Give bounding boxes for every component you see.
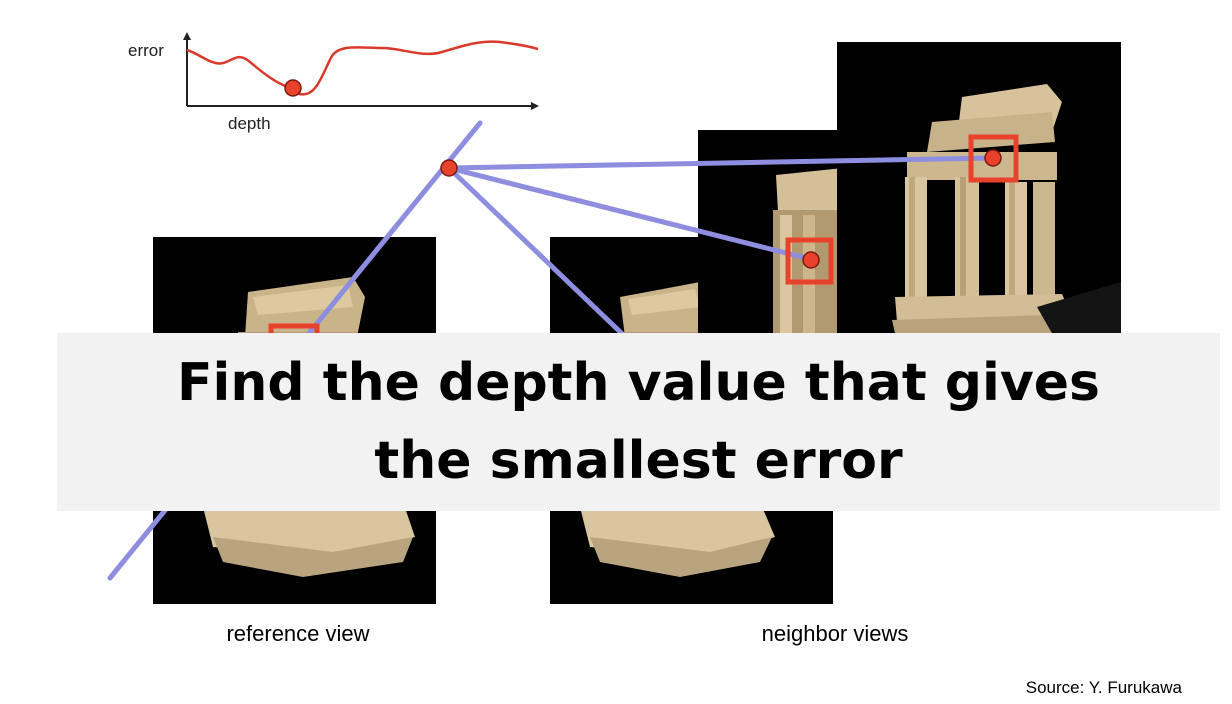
depth-point-marker <box>440 159 458 177</box>
neighbor-ray-2 <box>446 165 813 262</box>
neighbor-views-caption: neighbor views <box>761 621 909 646</box>
banner-text: Find the depth value that gives the smal… <box>177 353 1100 491</box>
neighbor-view-image-3 <box>837 42 1121 342</box>
x-axis-arrow <box>531 102 539 110</box>
patch-point-neighbor-3 <box>984 149 1002 167</box>
patch-box-neighbor-2 <box>785 237 834 285</box>
highlight-banner: Find the depth value that gives the smal… <box>57 333 1220 511</box>
x-axis-label: depth <box>228 114 271 133</box>
patch-point-neighbor-2 <box>802 251 820 269</box>
minimum-error-marker <box>284 79 302 97</box>
neighbor-ray-3 <box>446 155 996 171</box>
y-axis-label: error <box>128 41 164 60</box>
error-curve <box>186 40 539 96</box>
error-depth-plot: error depth <box>128 32 539 133</box>
reference-view-caption: reference view <box>226 621 370 646</box>
patch-box-neighbor-3 <box>968 134 1019 183</box>
y-axis-arrow <box>183 32 191 40</box>
source-credit: Source: Y. Furukawa <box>1025 678 1182 697</box>
